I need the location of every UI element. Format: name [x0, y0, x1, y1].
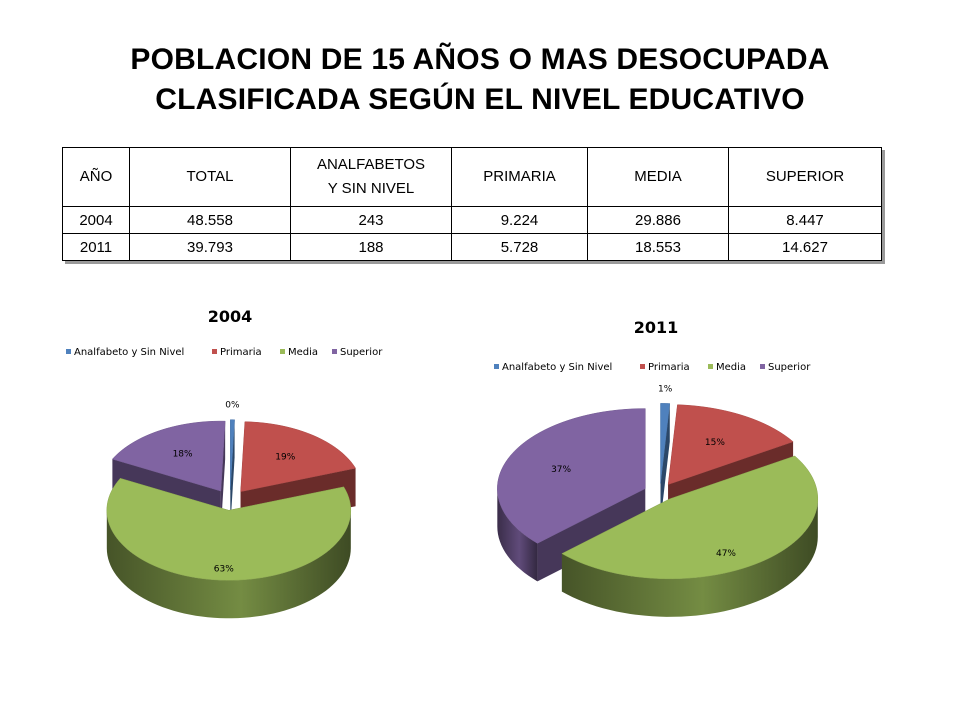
slide-title: POBLACION DE 15 AÑOS O MAS DESOCUPADA CL…	[40, 40, 920, 120]
legend-label-primaria: Primaria	[648, 362, 690, 373]
legend-label-media: Media	[288, 347, 318, 358]
slice-outer-wall	[106, 510, 351, 619]
slice-top-face	[240, 421, 356, 492]
header-cell-year: AÑO	[62, 147, 130, 207]
slice-edge-wall	[220, 421, 226, 530]
legend-swatch-primaria	[640, 364, 645, 369]
data-label-analfabeto-y-sin-nivel: 0%	[225, 401, 240, 411]
data-label-primaria: 19%	[275, 453, 295, 463]
table-cell: 2011	[62, 233, 130, 261]
header-cell-higher: SUPERIOR	[728, 147, 882, 207]
table-cell: 188	[290, 233, 452, 261]
header-cell-primary: PRIMARIA	[451, 147, 588, 207]
table-header-row: AÑO TOTAL ANALFABETOS Y SIN NIVEL PRIMAR…	[62, 147, 882, 207]
table-cell: 9.224	[451, 206, 588, 234]
legend-swatch-analfabeto-y-sin-nivel	[66, 349, 71, 354]
slice-top-face	[230, 419, 235, 490]
table-cell: 5.728	[451, 233, 588, 261]
slice-top-face	[667, 404, 794, 485]
legend-swatch-media	[708, 364, 713, 369]
table-row: 2011 39.793 188 5.728 18.553 14.627	[62, 233, 882, 261]
header-cell-illiterate: ANALFABETOS Y SIN NIVEL	[290, 147, 452, 207]
pie-slice-analfabeto-y-sin-nivel	[230, 419, 235, 528]
data-label-primaria: 15%	[705, 438, 725, 448]
table-cell: 14.627	[728, 233, 882, 261]
slice-edge-wall	[660, 403, 670, 522]
legend-label-analfabeto-y-sin-nivel: Analfabeto y Sin Nivel	[74, 347, 184, 358]
table-cell: 39.793	[129, 233, 291, 261]
legend-swatch-primaria	[212, 349, 217, 354]
data-label-analfabeto-y-sin-nivel: 1%	[658, 384, 673, 394]
legend-swatch-analfabeto-y-sin-nivel	[494, 364, 499, 369]
slice-top-face	[111, 420, 226, 492]
chart-title: 2011	[634, 318, 679, 337]
slice-edge-wall	[230, 419, 235, 528]
legend-swatch-media	[280, 349, 285, 354]
data-label-superior: 18%	[173, 450, 193, 460]
slice-top-face	[561, 455, 819, 580]
pie-slice-media	[561, 455, 819, 617]
table-cell: 18.553	[587, 233, 729, 261]
slice-outer-wall	[497, 488, 538, 582]
slice-top-face	[106, 478, 352, 581]
legend-swatch-superior	[760, 364, 765, 369]
header-cell-illiterate-line-2: Y SIN NIVEL	[327, 180, 415, 197]
slice-top-face	[660, 403, 671, 484]
table-cell: 2004	[62, 206, 130, 234]
slice-top-face	[497, 408, 646, 544]
data-label-media: 63%	[214, 565, 234, 575]
header-cell-illiterate-line-1: ANALFABETOS	[316, 156, 426, 173]
legend-label-analfabeto-y-sin-nivel: Analfabeto y Sin Nivel	[502, 362, 612, 373]
legend-swatch-superior	[332, 349, 337, 354]
legend-label-primaria: Primaria	[220, 347, 262, 358]
slice-outer-wall	[561, 498, 818, 617]
table-cell: 243	[290, 206, 452, 234]
pie-chart-2011: 2011 Analfabeto y Sin Nivel Primaria Media S…	[494, 318, 819, 617]
slide-title-line-2: CLASIFICADA SEGÚN EL NIVEL EDUCATIVO	[155, 83, 805, 116]
legend-label-media: Media	[716, 362, 746, 373]
table-cell: 29.886	[587, 206, 729, 234]
data-label-media: 47%	[716, 549, 736, 559]
pie-slice-analfabeto-y-sin-nivel	[660, 403, 671, 522]
pie-slice-media	[106, 478, 352, 619]
legend-label-superior: Superior	[768, 362, 811, 373]
data-table: AÑO TOTAL ANALFABETOS Y SIN NIVEL PRIMAR…	[62, 147, 882, 261]
pie-chart-2004: 2004 Analfabeto y Sin Nivel Primaria Media S…	[66, 307, 383, 619]
chart-title: 2004	[208, 307, 253, 326]
slide-title-line-1: POBLACION DE 15 AÑOS O MAS DESOCUPADA	[130, 43, 830, 76]
legend-label-superior: Superior	[340, 347, 383, 358]
data-label-superior: 37%	[551, 465, 571, 475]
